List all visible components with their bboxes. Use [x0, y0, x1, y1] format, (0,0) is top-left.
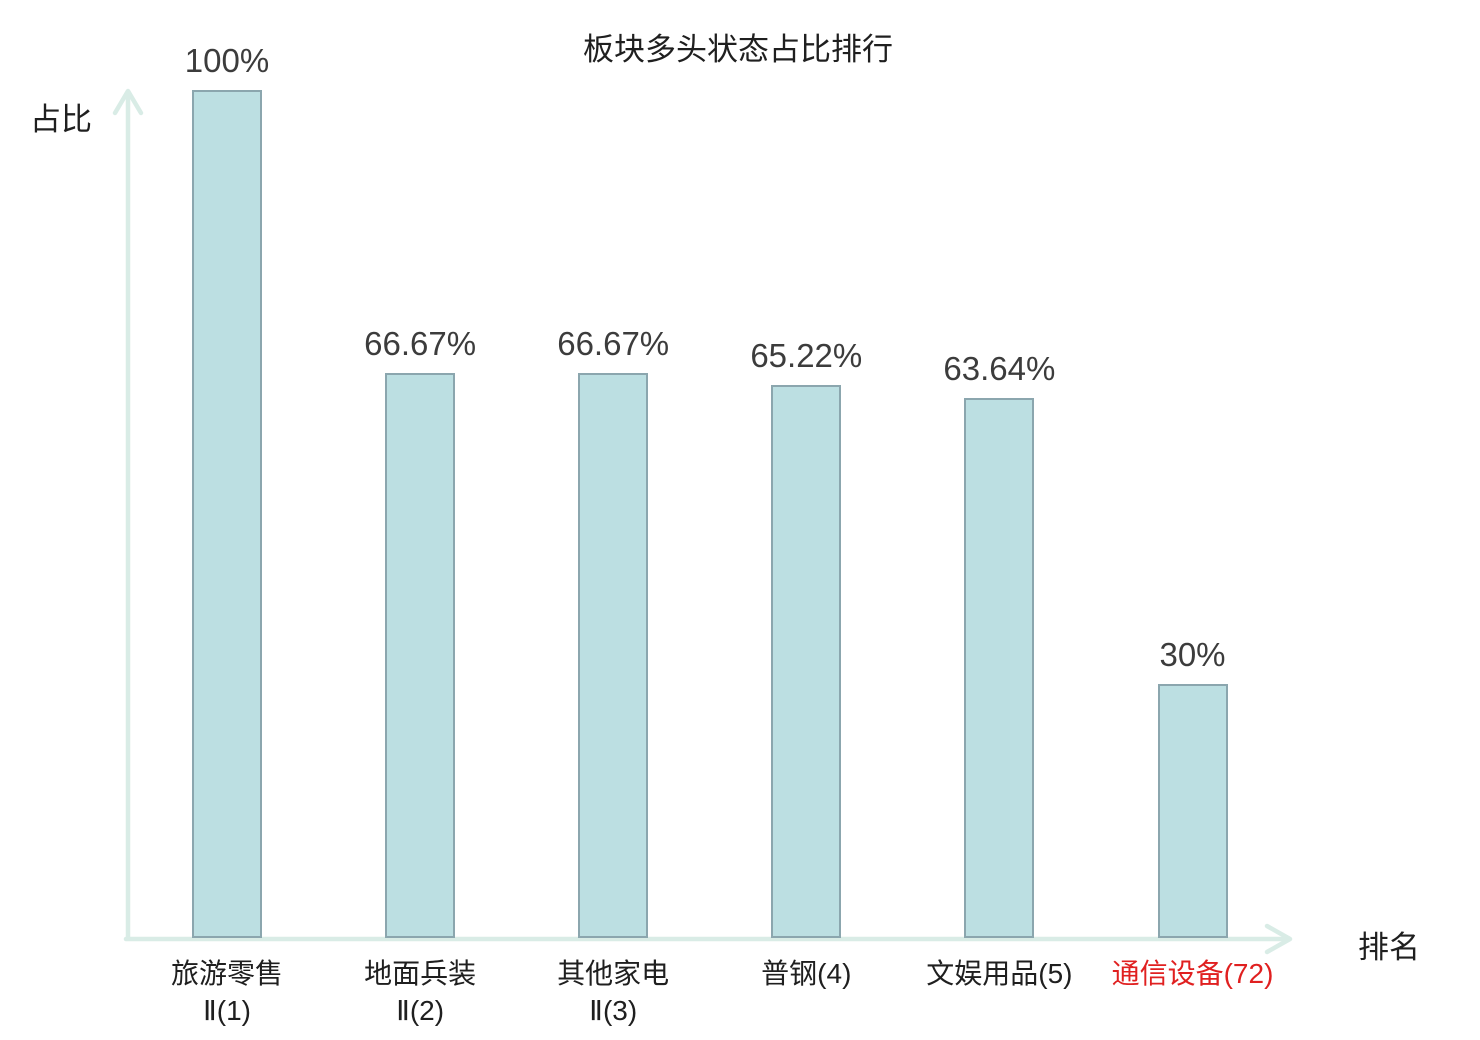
chart-title: 板块多头状态占比排行	[583, 32, 893, 67]
bar-category-label-line1: 其他家电	[557, 958, 670, 989]
y-axis-arrow-icon	[112, 88, 144, 116]
bar-value-label: 100%	[184, 42, 270, 79]
bar-category-label-line1: 地面兵装	[364, 958, 477, 989]
bar-category-label-line2: Ⅱ(1)	[202, 995, 251, 1026]
bar-category-label: 文娱用品(5)	[859, 955, 1139, 992]
bar-category-label-line1: 旅游零售	[170, 958, 283, 989]
bar-value-label: 65.22%	[750, 336, 863, 374]
bar	[385, 372, 456, 938]
bar-category-label-line1: 通信设备(72)	[1111, 958, 1274, 989]
bar	[1157, 683, 1228, 938]
bar-value-label: 30%	[1159, 635, 1226, 673]
bar-category-label: 通信设备(72)	[1053, 955, 1333, 992]
bar-value-label: 63.64%	[943, 350, 1056, 388]
bar-value-label: 66.67%	[364, 324, 477, 362]
bar-category-label-line2: Ⅱ(3)	[589, 995, 638, 1026]
bar-category-label-line2: Ⅱ(2)	[396, 995, 445, 1026]
bar-value-label: 66.67%	[557, 324, 670, 362]
bar-category-label: 其他家电 Ⅱ(3)	[473, 955, 753, 1029]
y-axis-label: 占比	[30, 102, 92, 137]
bar-category-label-line1: 普钢(4)	[761, 958, 852, 989]
bar-category-label-line1: 文娱用品(5)	[926, 958, 1073, 989]
bar-category-label: 地面兵装 Ⅱ(2)	[280, 955, 560, 1029]
bar	[192, 90, 262, 938]
bar-category-label: 旅游零售 Ⅱ(1)	[87, 955, 367, 1029]
bar-category-label: 普钢(4)	[666, 955, 946, 992]
x-axis-label: 排名	[1358, 930, 1420, 965]
bar	[578, 372, 649, 938]
y-axis	[112, 88, 144, 941]
x-axis-arrow-icon	[1264, 923, 1293, 955]
bar	[771, 384, 842, 938]
bar	[964, 398, 1035, 938]
x-axis	[123, 923, 1293, 955]
